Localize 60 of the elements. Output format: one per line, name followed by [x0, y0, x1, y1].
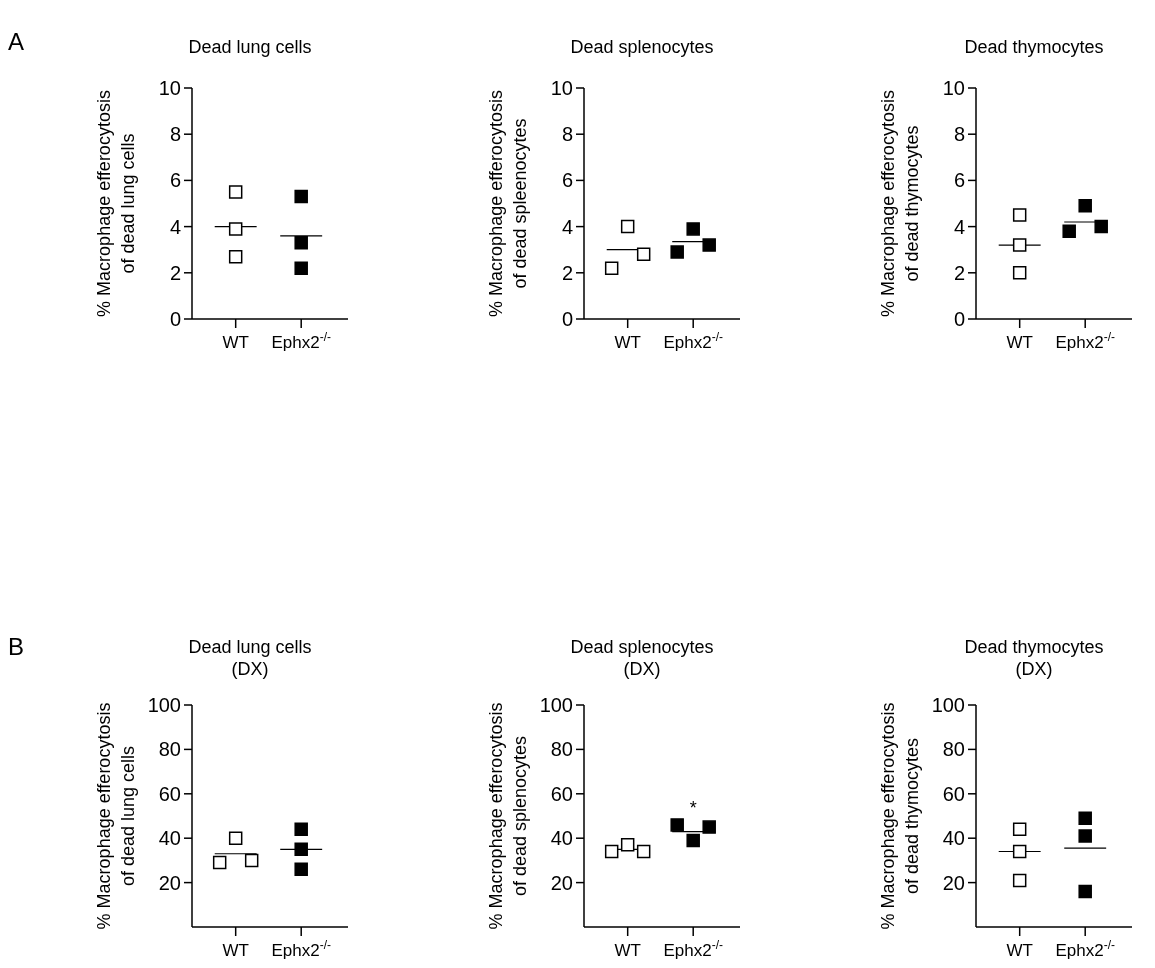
- x-tick-label: Ephx2$^{-/-}$: [663, 938, 723, 960]
- y-tick-label: 0: [169, 308, 181, 330]
- y-tick-label: 4: [953, 215, 965, 238]
- y-axis-title: % Macrophage efferocytosis of dead thymocytes: [878, 90, 922, 317]
- chart-title: Dead thymocytes (DX): [964, 637, 1104, 679]
- y-tick-label: 100: [147, 694, 181, 716]
- y-tick-label: 6: [169, 169, 181, 192]
- chart-title: Dead splenocytes: [570, 37, 714, 57]
- x-tick-label: Ephx2$^{-/-}$: [663, 330, 723, 352]
- chart-title: Dead lung cells (DX): [188, 637, 312, 679]
- y-tick-label: 80: [942, 738, 965, 761]
- y-tick-label: 4: [169, 215, 181, 238]
- y-tick-label: 20: [158, 871, 181, 894]
- y-tick-label: 8: [561, 123, 573, 146]
- y-tick-label: 100: [539, 694, 573, 716]
- y-tick-label: 100: [931, 694, 965, 716]
- y-axis-title: % Macrophage efferocytosis of dead spleenocytes: [486, 90, 530, 317]
- y-tick-label: 40: [942, 827, 965, 850]
- y-tick-label: 6: [561, 169, 573, 192]
- text: B: [8, 633, 25, 660]
- y-tick-label: 10: [158, 77, 181, 99]
- x-tick-label: WT: [614, 941, 641, 960]
- y-axis-title: % Macrophage efferocytosis of dead thymocytes: [878, 702, 922, 930]
- chart-title: Dead thymocytes: [964, 37, 1104, 57]
- y-tick-label: 0: [561, 308, 573, 330]
- x-tick-label: Ephx2$^{-/-}$: [1055, 330, 1115, 352]
- y-axis-title: % Macrophage efferocytosis of dead splenocytes: [486, 702, 530, 930]
- y-tick-label: 6: [953, 169, 965, 192]
- y-tick-label: 60: [942, 782, 965, 805]
- y-axis-title: % Macrophage efferocytosis of dead lung cells: [94, 90, 138, 317]
- x-tick-label: WT: [1006, 333, 1033, 352]
- y-tick-label: 40: [550, 827, 573, 850]
- x-tick-label: WT: [1006, 941, 1033, 960]
- y-tick-label: 40: [158, 827, 181, 850]
- y-tick-label: 60: [550, 782, 573, 805]
- y-tick-label: 2: [953, 261, 965, 284]
- y-tick-label: 4: [561, 215, 573, 238]
- y-tick-label: 2: [561, 261, 573, 284]
- x-tick-label: Ephx2$^{-/-}$: [271, 938, 331, 960]
- y-tick-label: 8: [169, 123, 181, 146]
- chart-title: Dead lung cells: [188, 37, 312, 57]
- x-tick-label: Ephx2$^{-/-}$: [271, 330, 331, 352]
- y-tick-label: 20: [942, 871, 965, 894]
- y-tick-label: 8: [953, 123, 965, 146]
- y-tick-label: 2: [169, 261, 181, 284]
- y-tick-label: 80: [158, 738, 181, 761]
- y-tick-label: 0: [953, 308, 965, 330]
- text: A: [8, 28, 25, 55]
- y-tick-label: 10: [550, 77, 573, 99]
- chart-title: Dead splenocytes (DX): [570, 637, 714, 679]
- x-tick-label: Ephx2$^{-/-}$: [1055, 938, 1115, 960]
- y-tick-label: 60: [158, 782, 181, 805]
- y-tick-label: 20: [550, 871, 573, 894]
- x-tick-label: WT: [222, 333, 249, 352]
- x-tick-label: WT: [614, 333, 641, 352]
- x-tick-label: WT: [222, 941, 249, 960]
- y-tick-label: 80: [550, 738, 573, 761]
- y-tick-label: 10: [942, 77, 965, 99]
- annotation: *: [689, 797, 697, 818]
- y-axis-title: % Macrophage efferocytosis of dead lung cells: [94, 702, 138, 930]
